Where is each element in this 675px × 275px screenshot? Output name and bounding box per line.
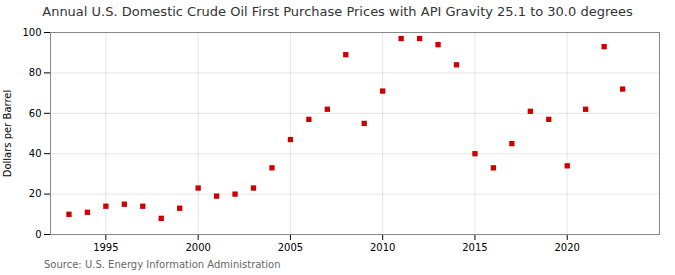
svg-text:60: 60 [29, 108, 42, 119]
svg-text:2015: 2015 [462, 242, 487, 253]
html-text:Annual U.S. Domestic Crude Oil: Annual U.S. Domestic Crude Oil First Pur… [42, 4, 633, 19]
svg-text:Dollars per Barrel: Dollars per Barrel [2, 90, 13, 178]
html-text:Source: U.S. Energy Informatio: Source: U.S. Energy Information Administ… [44, 259, 281, 270]
svg-text:2020: 2020 [555, 242, 580, 253]
svg-text:2010: 2010 [370, 242, 395, 253]
svg-text:100: 100 [22, 27, 41, 38]
svg-text:1995: 1995 [93, 242, 118, 253]
svg-text:2005: 2005 [278, 242, 303, 253]
svg-text:80: 80 [29, 67, 42, 78]
svg-text:0: 0 [35, 229, 41, 240]
svg-text:20: 20 [29, 188, 42, 199]
svg-text:40: 40 [29, 148, 42, 159]
svg-text:2000: 2000 [185, 242, 210, 253]
